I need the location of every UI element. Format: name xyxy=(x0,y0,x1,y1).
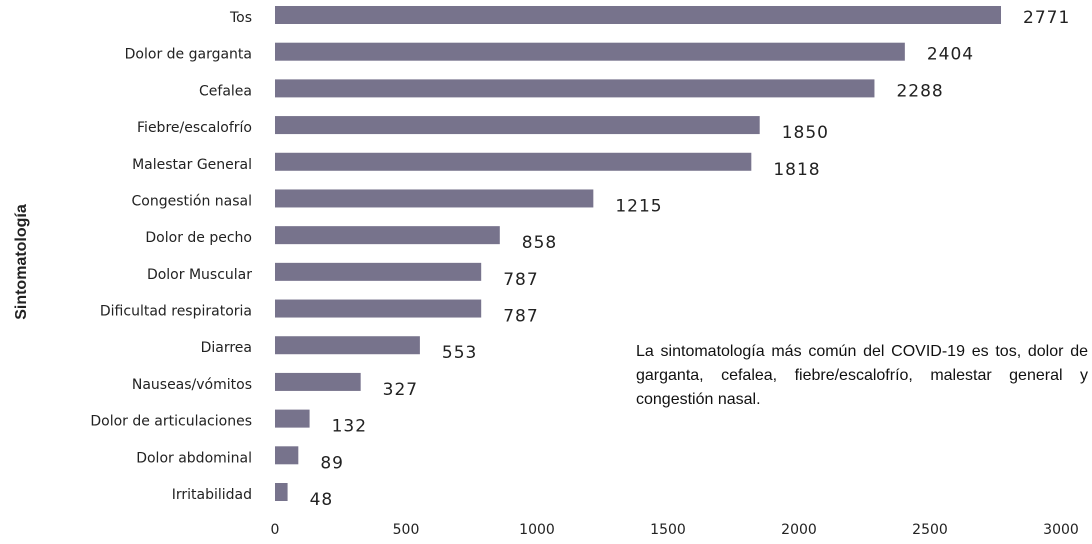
x-tick-label: 2000 xyxy=(781,522,817,538)
bar xyxy=(275,79,875,98)
bar xyxy=(275,336,420,355)
y-tick-label: Diarrea xyxy=(201,340,252,356)
value-label: 1818 xyxy=(773,160,820,180)
value-label: 787 xyxy=(503,270,538,290)
x-tick-label: 0 xyxy=(271,522,280,538)
y-tick-label: Dolor de articulaciones xyxy=(90,414,252,430)
value-label: 327 xyxy=(383,380,418,400)
value-label: 2771 xyxy=(1023,8,1070,28)
value-label: 1850 xyxy=(782,123,829,143)
value-label: 48 xyxy=(310,490,334,510)
x-tick-label: 1000 xyxy=(519,522,555,538)
value-label: 787 xyxy=(503,307,538,327)
x-tick-label: 2500 xyxy=(912,522,948,538)
bar xyxy=(275,189,594,208)
y-tick-label: Dolor de garganta xyxy=(125,47,252,63)
value-label: 2288 xyxy=(896,81,943,101)
value-label: 858 xyxy=(522,233,557,253)
bar xyxy=(275,483,288,501)
x-tick-label: 500 xyxy=(393,522,420,538)
y-tick-label: Dolor Muscular xyxy=(147,267,252,283)
bar xyxy=(275,152,752,171)
value-label: 89 xyxy=(320,453,344,473)
bar xyxy=(275,116,760,135)
y-tick-label: Dolor de pecho xyxy=(145,230,252,246)
annotation: La sintomatología más común del COVID-19… xyxy=(636,343,1088,408)
bar xyxy=(275,299,482,318)
y-tick-label: Dificultad respiratoria xyxy=(100,304,252,320)
x-tick-label: 1500 xyxy=(650,522,686,538)
x-tick-label: 3000 xyxy=(1043,522,1079,538)
y-axis-label: Sintomatología xyxy=(13,204,30,320)
y-tick-label: Irritabilidad xyxy=(172,487,252,503)
value-label: 132 xyxy=(332,417,367,437)
y-tick-label: Cefalea xyxy=(199,83,252,99)
bar xyxy=(275,409,310,428)
y-tick-label: Nauseas/vómitos xyxy=(132,377,252,393)
y-tick-label: Tos xyxy=(229,10,252,26)
bar xyxy=(275,372,361,391)
y-tick-label: Congestión nasal xyxy=(132,193,253,209)
y-tick-label: Fiebre/escalofrío xyxy=(137,120,252,136)
bar xyxy=(275,6,1002,24)
bar xyxy=(275,42,905,61)
value-label: 553 xyxy=(442,343,477,363)
bar xyxy=(275,262,482,281)
bar xyxy=(275,446,299,465)
value-label: 1215 xyxy=(615,196,662,216)
y-tick-label: Malestar General xyxy=(132,157,252,173)
y-tick-label: Dolor abdominal xyxy=(136,450,252,466)
value-label: 2404 xyxy=(927,45,974,65)
bar xyxy=(275,226,500,245)
